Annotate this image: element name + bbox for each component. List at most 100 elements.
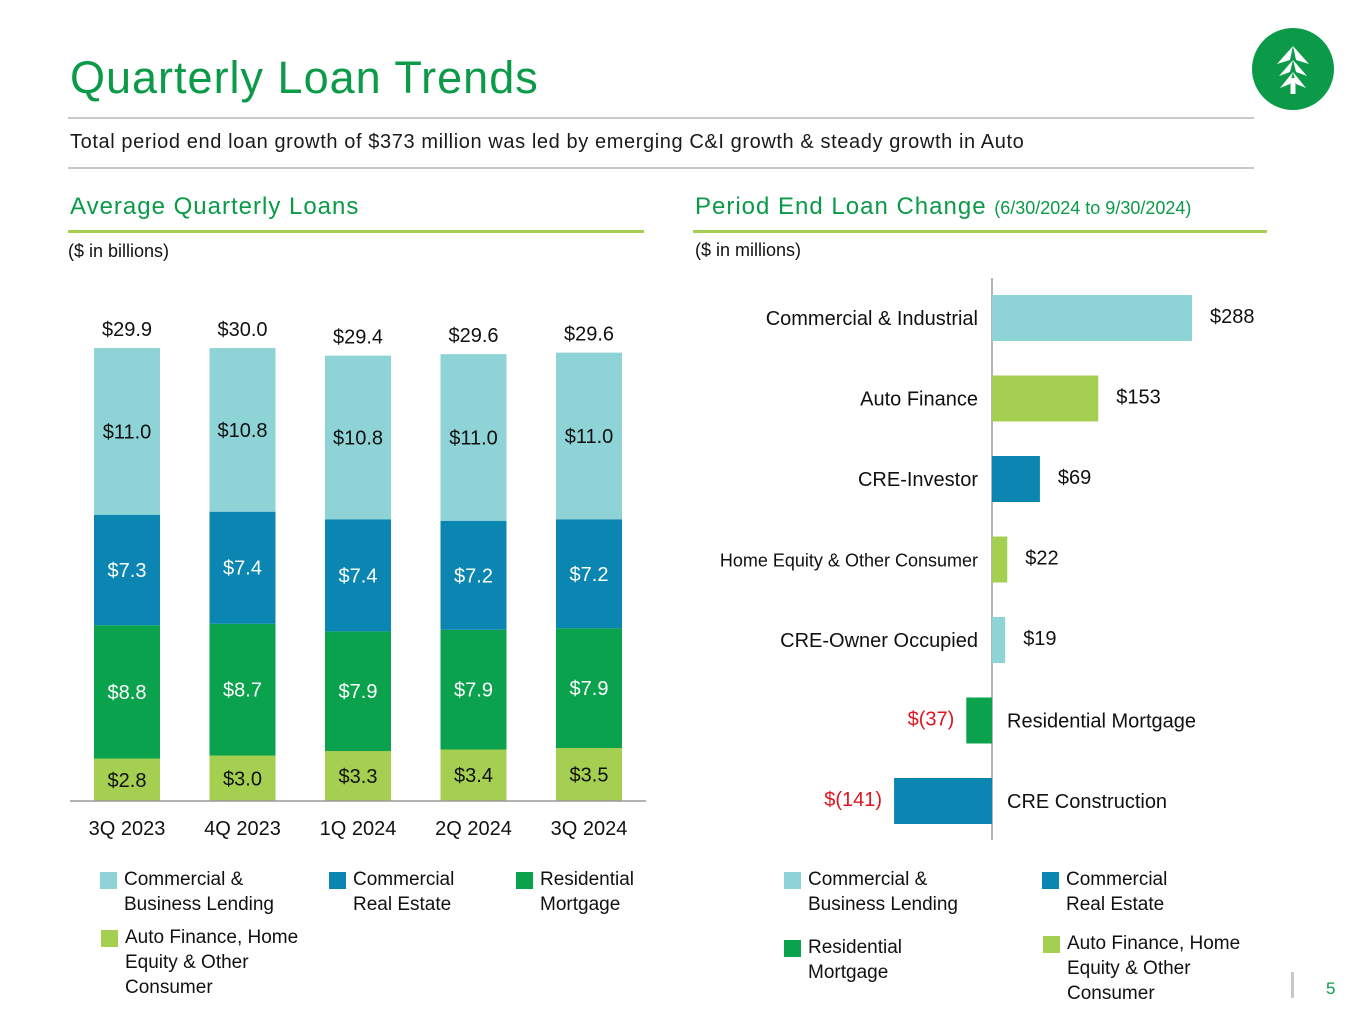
x-tick-label: 2Q 2024 — [435, 818, 512, 840]
company-logo — [1252, 28, 1334, 110]
bar-segment — [94, 758, 160, 801]
bar — [992, 295, 1192, 341]
title-divider — [68, 117, 1254, 119]
page-number-divider — [1291, 972, 1294, 998]
legend-label: Commercial Real Estate — [353, 869, 455, 915]
data-label: $7.2 — [454, 565, 493, 587]
subtitle: Total period end loan growth of $373 mil… — [70, 131, 1025, 153]
bar-segment — [209, 755, 276, 801]
category-label: CRE Construction — [1007, 791, 1167, 813]
data-label: $7.2 — [570, 564, 609, 586]
legend-label: Commercial & Business Lending — [124, 869, 274, 915]
value-label: $288 — [1210, 306, 1255, 328]
left-panel-title: Average Quarterly Loans — [70, 193, 360, 220]
bar-segment — [556, 519, 622, 629]
data-label: $3.3 — [339, 766, 378, 788]
bar-segment — [94, 348, 160, 515]
data-label: $11.0 — [565, 426, 614, 448]
total-label: $29.6 — [448, 325, 498, 347]
total-label: $29.9 — [102, 319, 152, 341]
data-label: $8.8 — [108, 682, 147, 704]
right-panel-unit: ($ in millions) — [695, 240, 802, 260]
right-panel-date-range: (6/30/2024 to 9/30/2024) — [994, 198, 1192, 218]
page-number: 5 — [1326, 979, 1336, 998]
total-label: $30.0 — [217, 319, 267, 341]
total-label: $29.6 — [564, 324, 614, 346]
value-label: $153 — [1116, 387, 1161, 409]
category-label: CRE-Owner Occupied — [780, 630, 978, 652]
subtitle-divider — [68, 167, 1254, 169]
right-panel-title-text: Period End Loan Change — [695, 193, 987, 220]
legend-label: Commercial & Business Lending — [808, 869, 958, 915]
data-label: $3.4 — [454, 765, 493, 787]
value-label: $69 — [1058, 467, 1091, 489]
legend-swatch — [516, 872, 533, 889]
value-label: $(37) — [908, 709, 955, 731]
legend-label: Residential Mortgage — [808, 937, 902, 983]
legend-label: Residential Mortgage — [540, 869, 634, 915]
bar — [992, 456, 1040, 502]
tree-icon — [1277, 46, 1309, 94]
bar-segment — [556, 628, 622, 748]
bar-segment — [440, 354, 507, 521]
data-label: $7.9 — [339, 681, 378, 703]
data-label: $7.4 — [339, 565, 378, 587]
data-label: $7.4 — [223, 558, 262, 580]
bar — [992, 375, 1099, 422]
bar — [894, 778, 992, 824]
bar-segment — [325, 631, 391, 752]
bar — [992, 617, 1006, 663]
bar-segment — [325, 751, 391, 801]
x-tick-label: 1Q 2024 — [320, 818, 397, 840]
data-label: $8.7 — [223, 680, 262, 702]
legend-swatch — [1043, 936, 1060, 953]
category-label: Residential Mortgage — [1007, 711, 1196, 733]
category-label: Home Equity & Other Consumer — [720, 551, 978, 571]
legend-label: Auto Finance, Home Equity & Other Consum… — [125, 927, 299, 998]
value-label: $22 — [1025, 548, 1058, 570]
data-label: $11.0 — [103, 421, 152, 443]
left-panel-unit: ($ in billions) — [68, 241, 170, 261]
legend-swatch — [100, 872, 117, 889]
average-quarterly-loans-chart: $2.8 $8.8 $7.3 $11.0 $29.9 3Q 2023 $3.0 $8.7 $7.… — [70, 319, 646, 840]
bar-segment — [209, 348, 276, 512]
right-panel-underline — [693, 230, 1267, 233]
value-label: $(141) — [824, 789, 882, 811]
x-tick-label: 4Q 2023 — [204, 818, 281, 840]
legend-swatch — [329, 872, 346, 889]
bar-segment — [556, 747, 622, 801]
bar-segment — [440, 520, 507, 630]
bar-segment — [440, 629, 507, 750]
value-label: $19 — [1023, 628, 1056, 650]
x-tick-label: 3Q 2024 — [551, 818, 628, 840]
data-label: $3.5 — [570, 764, 609, 786]
period-end-loan-change-chart: Commercial & Industrial $288 Auto Finance $… — [720, 278, 1255, 840]
data-label: $7.9 — [570, 678, 609, 700]
total-label: $29.4 — [333, 327, 383, 349]
data-label: $10.8 — [217, 420, 267, 442]
data-label: $10.8 — [333, 427, 383, 449]
right-panel-title: Period End Loan Change (6/30/2024 to 9/3… — [695, 193, 1191, 221]
bar-segment — [209, 623, 276, 756]
bar — [966, 697, 992, 744]
bar-segment — [325, 355, 391, 520]
category-label: Auto Finance — [860, 389, 978, 411]
category-label: Commercial & Industrial — [766, 308, 978, 330]
data-label: $7.3 — [108, 560, 147, 582]
bar-segment — [94, 625, 160, 759]
legend-swatch — [784, 872, 801, 889]
bar — [992, 536, 1008, 583]
legend-swatch — [101, 930, 118, 947]
data-label: $7.9 — [454, 680, 493, 702]
bar-segment — [209, 511, 276, 624]
legend-label: Auto Finance, Home Equity & Other Consum… — [1067, 933, 1241, 1004]
bar-segment — [556, 352, 622, 520]
data-label: $3.0 — [223, 768, 262, 790]
legend-swatch — [1042, 872, 1059, 889]
legend-swatch — [784, 940, 801, 957]
page-title: Quarterly Loan Trends — [70, 52, 539, 103]
bar-segment — [440, 749, 507, 801]
legend-label: Commercial Real Estate — [1066, 869, 1168, 915]
category-label: CRE-Investor — [858, 469, 978, 491]
bar-segment — [94, 514, 160, 626]
